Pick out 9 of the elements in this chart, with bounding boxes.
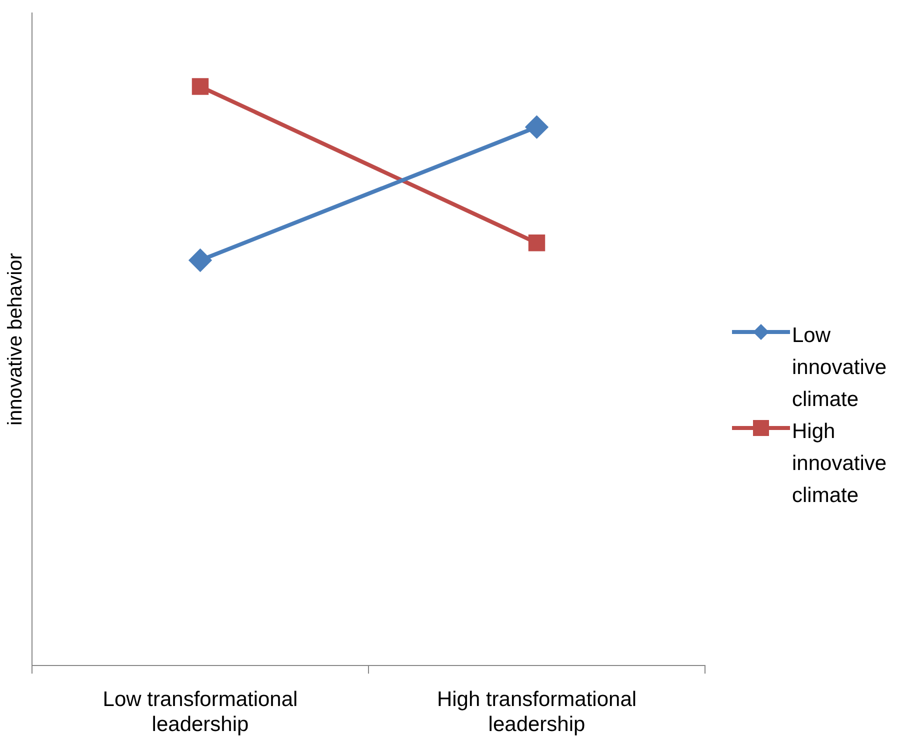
legend-label: High innovative climate xyxy=(792,419,888,509)
legend-label: Low innovative climate xyxy=(792,323,888,413)
x-tick-label: Low transformational leadership xyxy=(102,688,298,736)
point xyxy=(528,234,546,252)
x-tick-label: High transformational leadership xyxy=(436,688,637,736)
point xyxy=(526,116,548,138)
point xyxy=(192,78,209,95)
y-axis-title: innovative behavior xyxy=(4,252,27,426)
point xyxy=(189,249,212,272)
